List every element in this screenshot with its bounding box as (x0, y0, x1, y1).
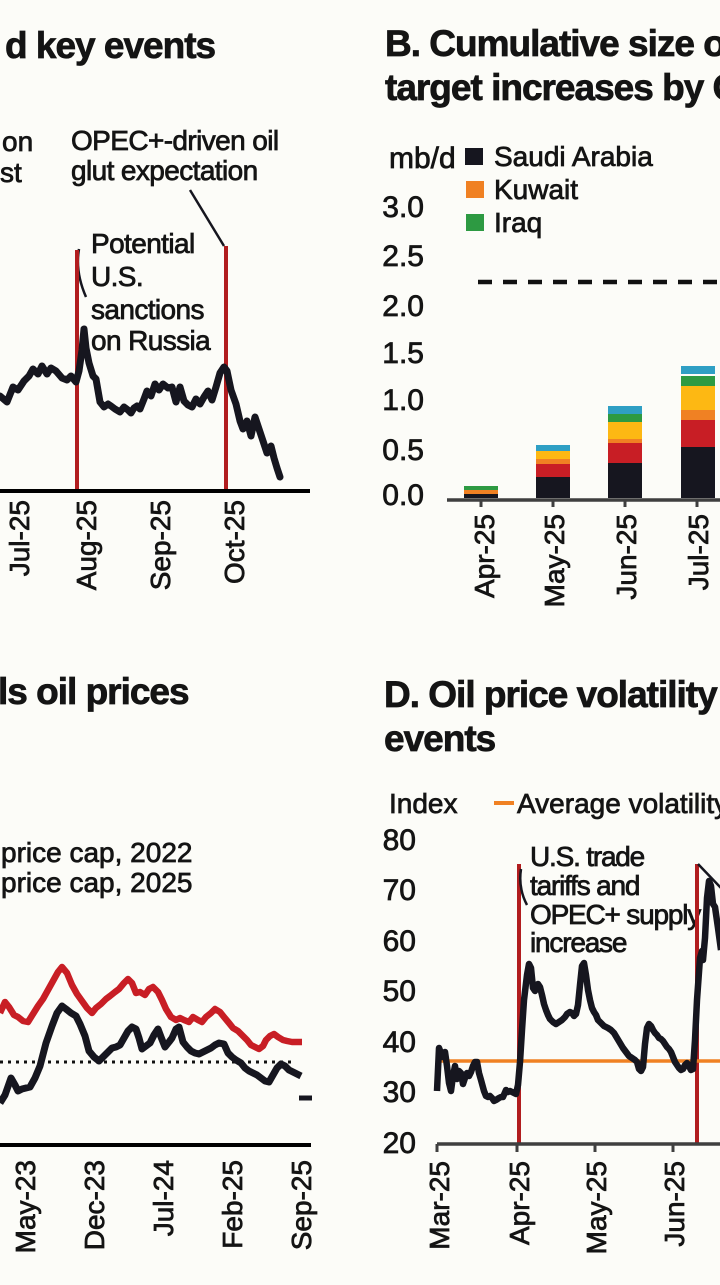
svg-text:Index: Index (389, 788, 458, 819)
svg-text:Jun-25: Jun-25 (659, 1161, 690, 1247)
svg-text:May-23: May-23 (10, 1160, 41, 1253)
svg-text:ls oil prices: ls oil prices (0, 671, 189, 712)
svg-text:tariffs and: tariffs and (530, 870, 639, 901)
svg-text:Mar-25: Mar-25 (424, 1161, 455, 1250)
svg-text:OPEC+ supply: OPEC+ supply (530, 899, 701, 930)
svg-text:Kuwait: Kuwait (494, 174, 578, 205)
svg-text:U.S.: U.S. (91, 261, 143, 292)
svg-text:increase: increase (530, 927, 627, 958)
svg-text:Jun-25: Jun-25 (611, 514, 642, 600)
svg-text:60: 60 (383, 925, 416, 958)
svg-text:Apr-25: Apr-25 (469, 514, 500, 598)
svg-text:Potential: Potential (91, 228, 195, 259)
svg-text:price cap, 2025: price cap, 2025 (1, 867, 192, 898)
svg-text:30: 30 (383, 1076, 416, 1109)
svg-text:0.0: 0.0 (382, 479, 424, 512)
svg-text:70: 70 (383, 874, 416, 907)
svg-text:20: 20 (383, 1127, 416, 1160)
svg-text:Jul-25: Jul-25 (4, 500, 35, 576)
svg-text:price cap, 2022: price cap, 2022 (1, 837, 192, 868)
svg-text:Oct-25: Oct-25 (219, 500, 250, 584)
svg-text:B. Cumulative size of: B. Cumulative size of (385, 23, 720, 64)
svg-text:Jul-24: Jul-24 (148, 1160, 179, 1236)
svg-text:U.S. trade: U.S. trade (530, 841, 645, 872)
svg-text:Average volatility: Average volatility (517, 788, 720, 819)
svg-text:1.5: 1.5 (382, 337, 424, 370)
svg-text:on: on (2, 126, 33, 157)
svg-text:May-25: May-25 (539, 514, 570, 607)
svg-text:50: 50 (383, 975, 416, 1008)
svg-text:Feb-25: Feb-25 (217, 1160, 248, 1249)
svg-text:Iraq: Iraq (494, 207, 542, 238)
svg-text:Dec-23: Dec-23 (79, 1160, 110, 1250)
svg-text:80: 80 (383, 824, 416, 857)
svg-text:OPEC+-driven oil: OPEC+-driven oil (71, 125, 278, 156)
svg-text:sanctions: sanctions (91, 294, 204, 325)
svg-text:mb/d: mb/d (389, 142, 456, 175)
svg-text:3.0: 3.0 (382, 191, 424, 224)
svg-text:glut expectation: glut expectation (71, 155, 258, 186)
svg-text:events: events (384, 718, 496, 759)
svg-text:Jul-25: Jul-25 (683, 514, 714, 590)
svg-text:2.5: 2.5 (382, 240, 424, 273)
svg-text:Aug-25: Aug-25 (71, 500, 102, 590)
svg-text:target increases by O: target increases by O (385, 67, 720, 108)
svg-text:D. Oil price volatility and: D. Oil price volatility and (384, 674, 720, 715)
svg-text:Apr-25: Apr-25 (504, 1161, 535, 1245)
svg-text:2.0: 2.0 (382, 290, 424, 323)
svg-text:d key events: d key events (5, 25, 216, 66)
svg-text:0.5: 0.5 (382, 434, 424, 467)
svg-text:May-25: May-25 (581, 1161, 612, 1254)
svg-text:on Russia: on Russia (91, 325, 211, 356)
svg-text:st: st (0, 157, 22, 188)
svg-text:Sep-25: Sep-25 (286, 1160, 317, 1250)
svg-text:Saudi Arabia: Saudi Arabia (494, 141, 653, 172)
svg-text:Sep-25: Sep-25 (145, 500, 176, 590)
svg-text:40: 40 (383, 1026, 416, 1059)
svg-text:1.0: 1.0 (382, 384, 424, 417)
